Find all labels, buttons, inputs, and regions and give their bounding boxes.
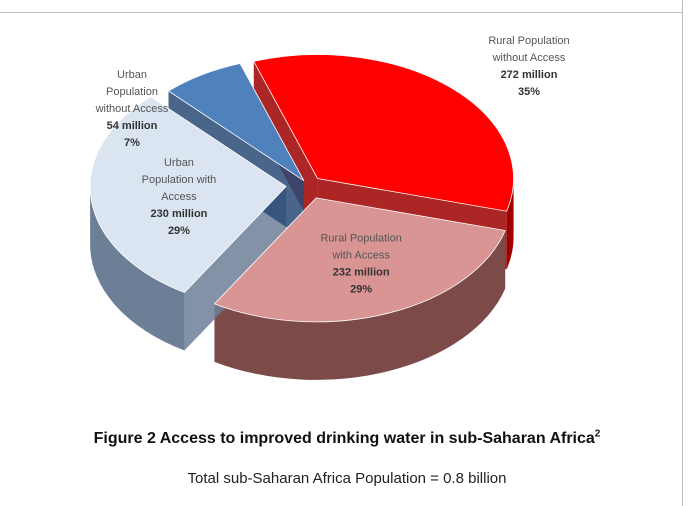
- pie-tops: [89, 54, 514, 323]
- pie-label-line-4-3: without Access: [95, 103, 169, 115]
- pie-label-4: Urban Population without Access 54 million 7…: [95, 69, 169, 149]
- pie-label-value-4: 54 million: [107, 120, 158, 132]
- pie-label-percent-2: 29%: [350, 283, 372, 295]
- pie-label-percent-1: 35%: [518, 86, 540, 98]
- pie-label-value-1: 272 million: [501, 69, 558, 81]
- pie-label-line-3-1: Urban: [164, 157, 194, 169]
- population-note: Total sub-Saharan Africa Population = 0.…: [187, 470, 507, 487]
- figure-caption: Figure 2 Access to improved drinking wat…: [0, 428, 694, 448]
- caption-superscript: 2: [594, 428, 601, 440]
- frame-border-top: [0, 0, 683, 13]
- pie-slice-side-2: [214, 230, 506, 380]
- pie-slice-cut-3-1: [184, 186, 287, 351]
- pie-label-value-3: 230 million: [151, 208, 208, 220]
- pie-label-percent-4: 7%: [124, 137, 140, 149]
- pie-slice-4: [167, 62, 305, 182]
- pie-slice-3: [89, 96, 287, 293]
- caption-text: Figure 2 Access to improved drinking wat…: [93, 430, 595, 447]
- pie-label-line-1-1: Rural Population: [488, 35, 569, 47]
- pie-label-percent-3: 29%: [168, 225, 190, 237]
- pie-label-line-4-1: Urban: [117, 69, 147, 81]
- pie-chart: Rural Population without Access 272 millio…: [89, 35, 570, 380]
- pie-label-value-2: 232 million: [333, 266, 390, 278]
- pie-label-line-3-3: Access: [161, 191, 197, 203]
- pie-slice-1: [253, 54, 514, 212]
- pie-slice-side-1: [506, 178, 514, 270]
- pie-label-line-2-1: Rural Population: [320, 232, 401, 244]
- frame-border-right: [682, 12, 683, 506]
- pie-label-2: Rural Population with Access 232 million 29…: [320, 232, 401, 295]
- pie-label-1: Rural Population without Access 272 millio…: [488, 35, 569, 98]
- pie-labels: Rural Population without Access 272 millio…: [95, 35, 570, 295]
- pie-label-line-4-2: Population: [106, 86, 158, 98]
- pie-slice-side-3: [90, 186, 185, 351]
- pie-label-line-3-2: Population with: [142, 174, 217, 186]
- pie-label-3: Urban Population with Access 230 million 29%: [142, 157, 217, 237]
- pie-label-line-1-2: without Access: [492, 52, 566, 64]
- pie-slice-2: [213, 197, 506, 323]
- pie-label-line-2-2: with Access: [331, 249, 390, 261]
